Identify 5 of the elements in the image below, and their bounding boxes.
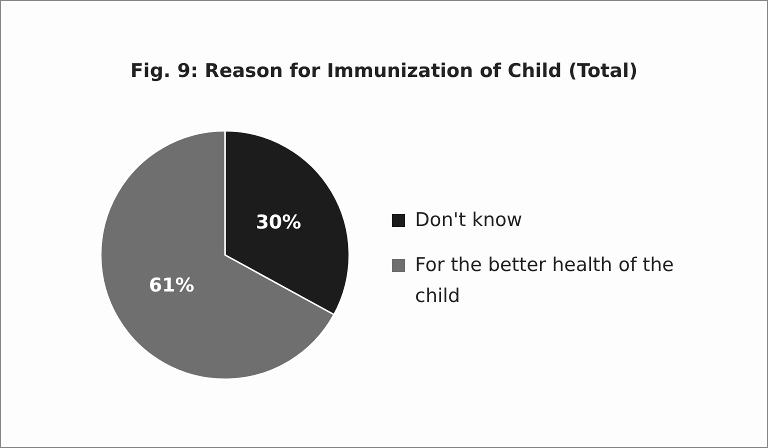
- legend-label: For the better health of the child: [415, 253, 675, 309]
- chart-title: Fig. 9: Reason for Immunization of Child (Total): [129, 60, 639, 82]
- legend-label: Don't know: [415, 208, 522, 233]
- data-label: 61%: [148, 274, 194, 297]
- data-label: 30%: [256, 211, 302, 234]
